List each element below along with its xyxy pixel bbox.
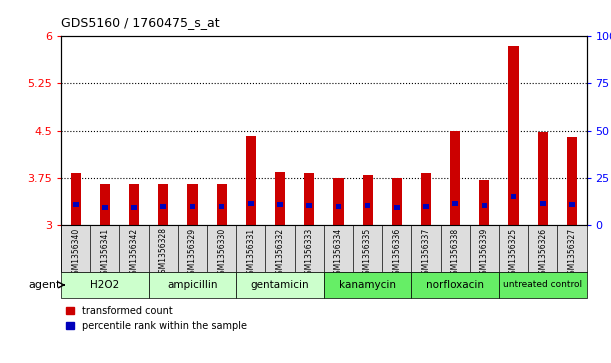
Text: GSM1356334: GSM1356334 — [334, 227, 343, 279]
Bar — [362, 175, 373, 225]
Bar — [131, 205, 137, 210]
Text: agent: agent — [29, 280, 61, 290]
Bar — [216, 184, 227, 225]
Text: GSM1356338: GSM1356338 — [451, 227, 459, 278]
FancyBboxPatch shape — [61, 272, 148, 298]
Bar — [335, 204, 341, 209]
Bar — [129, 184, 139, 225]
Legend: transformed count, percentile rank within the sample: transformed count, percentile rank withi… — [66, 306, 246, 331]
Bar — [481, 203, 487, 208]
Bar — [452, 201, 458, 206]
Text: GSM1356340: GSM1356340 — [71, 227, 80, 279]
Text: GSM1356325: GSM1356325 — [509, 227, 518, 278]
Bar — [511, 193, 516, 199]
Bar — [334, 178, 343, 225]
Text: GSM1356332: GSM1356332 — [276, 227, 285, 278]
Bar — [189, 204, 196, 209]
Bar — [540, 201, 546, 206]
Text: GSM1356331: GSM1356331 — [246, 227, 255, 278]
FancyBboxPatch shape — [499, 272, 587, 298]
Bar — [423, 204, 429, 209]
Bar — [161, 204, 166, 209]
Bar — [277, 203, 283, 207]
Text: gentamicin: gentamicin — [251, 280, 309, 290]
Text: GSM1356326: GSM1356326 — [538, 227, 547, 278]
Text: GDS5160 / 1760475_s_at: GDS5160 / 1760475_s_at — [61, 16, 220, 29]
Text: GSM1356329: GSM1356329 — [188, 227, 197, 278]
Bar — [304, 173, 314, 225]
Bar — [479, 180, 489, 225]
Bar — [100, 184, 110, 225]
Bar — [158, 184, 169, 225]
Bar — [450, 131, 460, 225]
Text: kanamycin: kanamycin — [339, 280, 396, 290]
Bar — [392, 178, 402, 225]
Text: GSM1356335: GSM1356335 — [363, 227, 372, 279]
FancyBboxPatch shape — [324, 272, 411, 298]
Bar — [538, 132, 548, 225]
Text: GSM1356341: GSM1356341 — [100, 227, 109, 278]
Bar — [73, 203, 78, 207]
Bar — [508, 46, 519, 225]
Bar — [71, 174, 81, 225]
Bar — [275, 172, 285, 225]
Bar — [219, 204, 224, 209]
Bar — [365, 203, 370, 208]
Text: GSM1356336: GSM1356336 — [392, 227, 401, 279]
FancyBboxPatch shape — [236, 272, 324, 298]
Bar — [307, 203, 312, 208]
Text: GSM1356330: GSM1356330 — [217, 227, 226, 279]
Bar — [102, 205, 108, 210]
FancyBboxPatch shape — [411, 272, 499, 298]
Text: GSM1356339: GSM1356339 — [480, 227, 489, 279]
Text: H2O2: H2O2 — [90, 280, 120, 290]
Text: GSM1356333: GSM1356333 — [305, 227, 313, 279]
Text: untreated control: untreated control — [503, 281, 582, 289]
Bar — [248, 201, 254, 206]
Text: GSM1356328: GSM1356328 — [159, 227, 168, 278]
FancyBboxPatch shape — [148, 272, 236, 298]
Bar — [394, 205, 400, 210]
Bar — [567, 137, 577, 225]
Bar — [421, 174, 431, 225]
Text: GSM1356342: GSM1356342 — [130, 227, 139, 278]
Bar — [188, 184, 197, 225]
Bar — [569, 203, 575, 207]
Text: norfloxacin: norfloxacin — [426, 280, 484, 290]
Text: GSM1356327: GSM1356327 — [568, 227, 576, 278]
Text: GSM1356337: GSM1356337 — [422, 227, 431, 279]
Text: ampicillin: ampicillin — [167, 280, 218, 290]
Bar — [246, 136, 256, 225]
